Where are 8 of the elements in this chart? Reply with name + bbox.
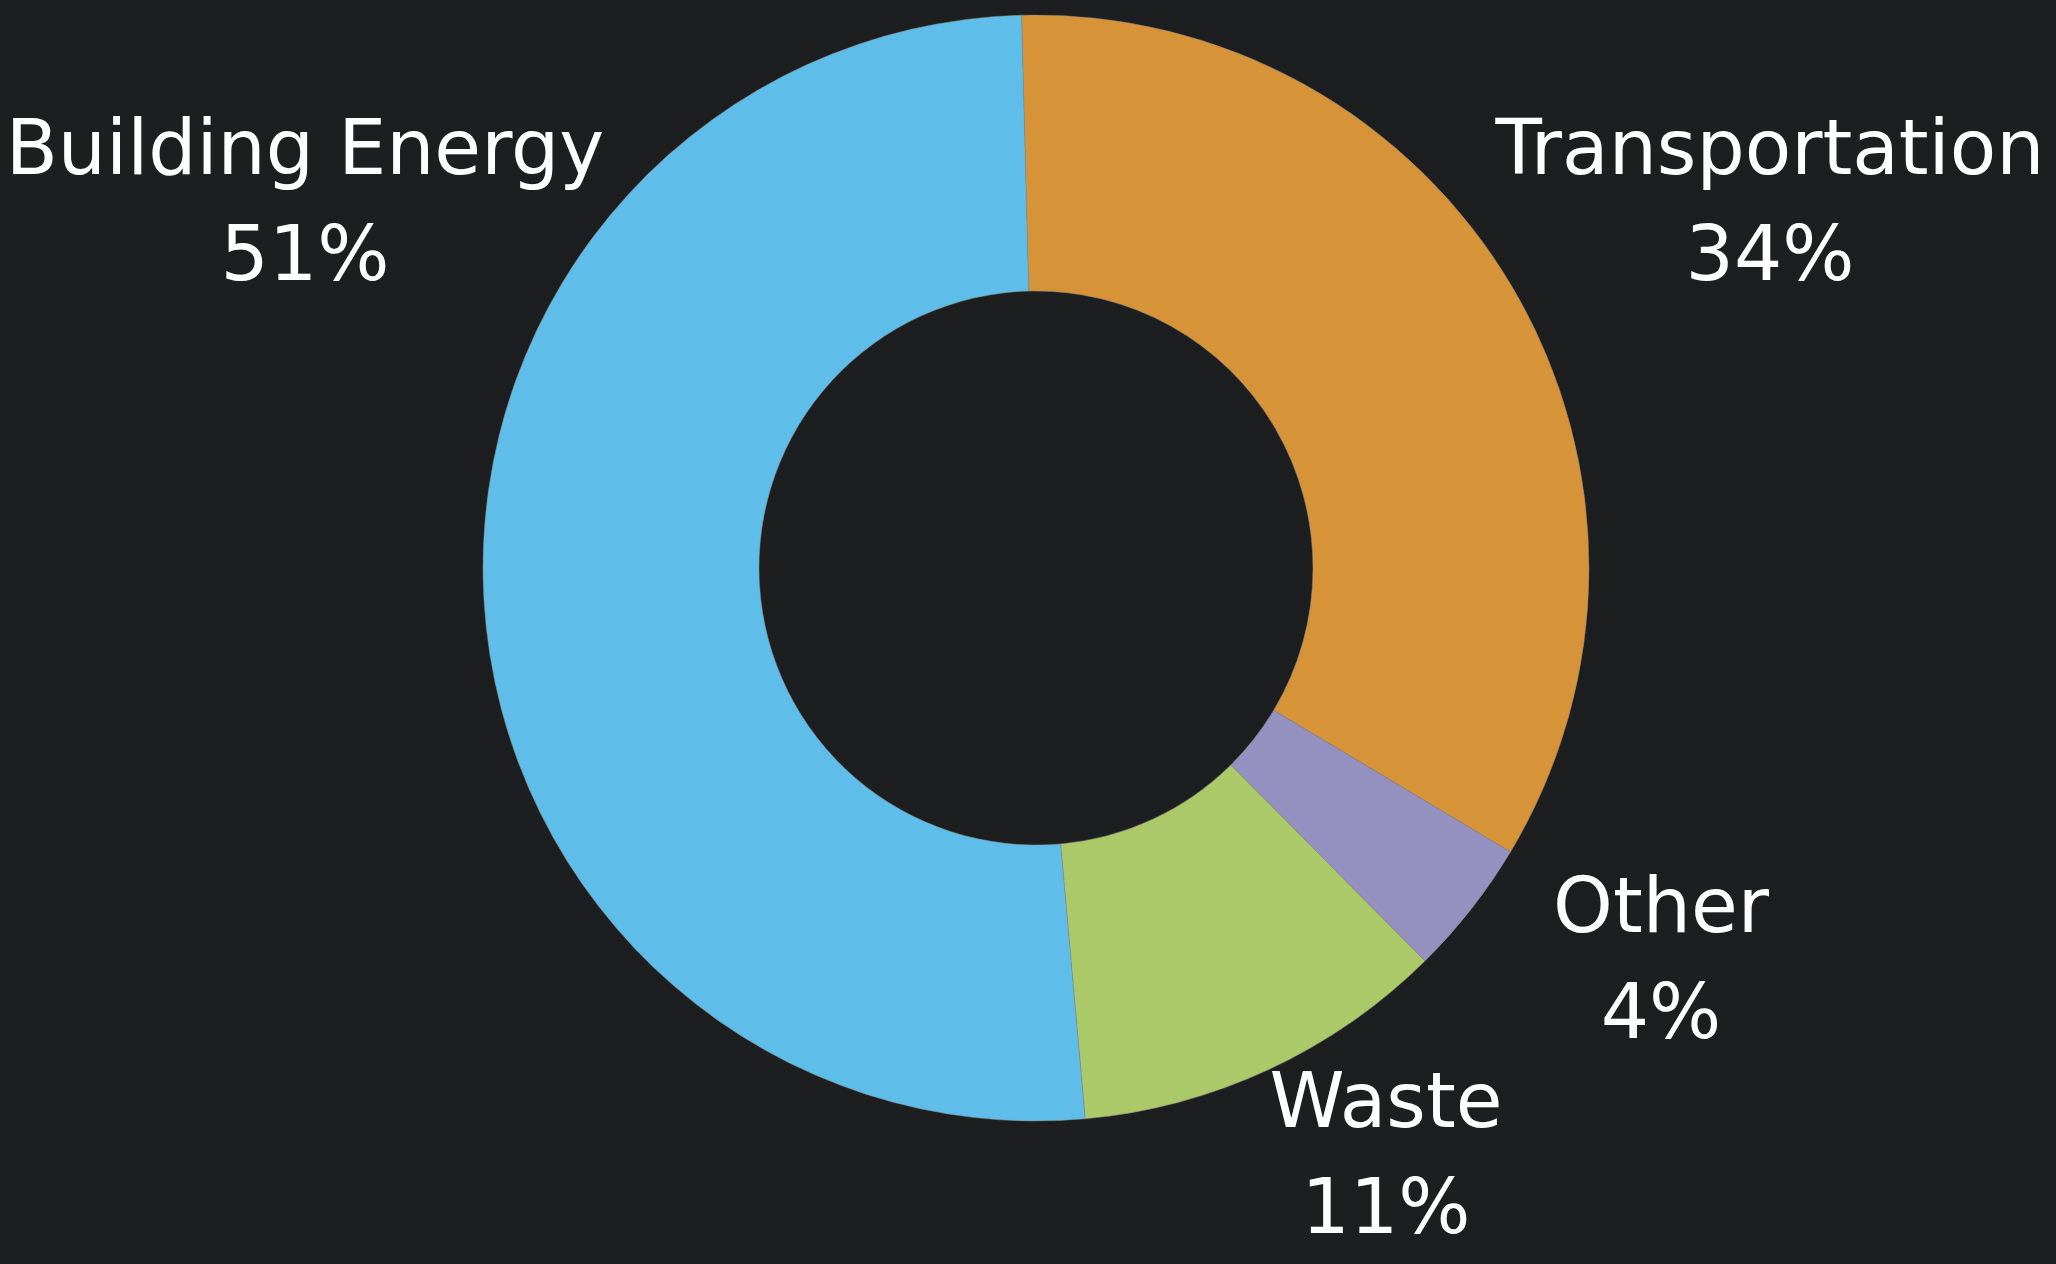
data-label: 11% <box>1301 1162 1471 1251</box>
slice-label: Building Energy <box>5 102 605 192</box>
slice-label: Transportation <box>1494 102 2045 192</box>
data-label: 51% <box>220 209 390 298</box>
data-label: 4% <box>1600 967 1722 1056</box>
data-label: 34% <box>1685 209 1855 298</box>
slice-label: Other <box>1553 860 1770 950</box>
slice-label: Waste <box>1269 1055 1503 1145</box>
